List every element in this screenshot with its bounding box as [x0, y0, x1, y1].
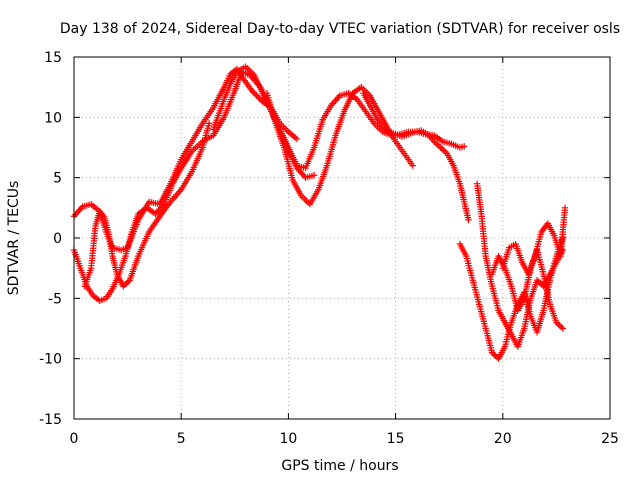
series-track-2	[70, 68, 318, 304]
data-point	[254, 93, 262, 101]
data-point	[492, 352, 499, 359]
series-track-3	[81, 120, 213, 290]
data-point	[293, 135, 301, 143]
data-point	[559, 325, 567, 332]
data-point	[256, 95, 263, 102]
data-point	[73, 209, 81, 217]
data-point	[72, 211, 79, 218]
data-point	[310, 172, 318, 179]
data-point	[253, 92, 260, 99]
data-point	[465, 216, 472, 224]
data-point	[123, 280, 130, 287]
data-point	[437, 144, 444, 151]
data-point	[558, 323, 565, 331]
x-axis-title: GPS time / hours	[281, 458, 398, 474]
y-tick-label: 10	[44, 110, 62, 126]
data-point	[440, 147, 448, 154]
y-tick-label: -10	[39, 352, 62, 368]
x-tick-label: 20	[494, 431, 512, 447]
data-point	[205, 120, 213, 127]
data-point	[556, 322, 563, 329]
series-track-6	[360, 90, 472, 224]
data-point	[435, 142, 443, 150]
y-tick-label: 0	[53, 231, 62, 247]
y-tick-label: 15	[44, 50, 62, 66]
data-point	[75, 208, 82, 215]
data-point	[76, 206, 83, 214]
series-track-8	[473, 180, 567, 350]
data-point	[332, 97, 339, 104]
data-point	[461, 143, 468, 150]
y-axis-title: SDTVAR / TECUs	[6, 181, 22, 296]
series-track-5	[263, 83, 416, 208]
data-point	[561, 204, 569, 212]
x-tick-label: 0	[70, 431, 79, 447]
data-point	[439, 145, 446, 153]
data-point	[333, 95, 341, 103]
data-point	[251, 90, 259, 98]
data-point	[409, 162, 416, 169]
data-point	[330, 98, 338, 106]
x-tick-label: 25	[601, 431, 619, 447]
y-tick-label: -15	[39, 412, 62, 428]
data-point	[296, 168, 304, 175]
y-tick-label: 5	[53, 171, 62, 187]
data-series	[70, 63, 569, 362]
series-track-7	[456, 234, 567, 362]
series-track-10	[499, 204, 569, 278]
data-point	[300, 172, 308, 180]
axis-ticks: 0 5 10 15 20 25 -15 -10 -5 0 5 10 15	[39, 50, 619, 447]
series-track-1	[70, 65, 301, 254]
y-tick-label: -5	[48, 291, 62, 307]
data-point	[250, 89, 257, 96]
x-tick-label: 10	[279, 431, 297, 447]
chart-title: Day 138 of 2024, Sidereal Day-to-day VTE…	[60, 21, 620, 37]
x-tick-label: 15	[387, 431, 405, 447]
x-tick-label: 5	[177, 431, 186, 447]
